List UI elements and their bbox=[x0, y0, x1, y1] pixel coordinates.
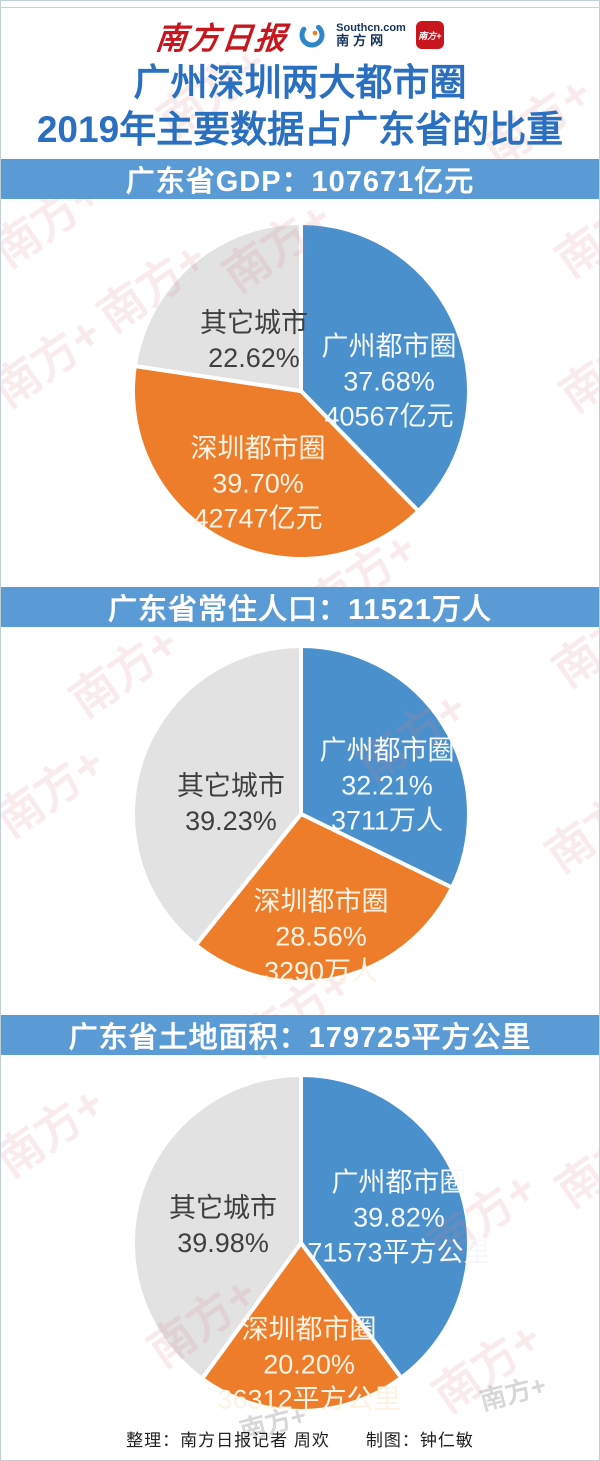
pie-slice-深圳都市圈 bbox=[200, 1241, 404, 1413]
slice-label-line: 广州都市圈 bbox=[319, 735, 455, 766]
slice-label-line: 42747亿元 bbox=[193, 503, 323, 534]
pie-slice-label-深圳都市圈: 深圳都市圈 28.56% 3290万人 bbox=[253, 884, 388, 989]
page-title-line1: 广州深圳两大都市圈 bbox=[133, 62, 467, 103]
southcn-swirl-icon bbox=[299, 22, 325, 48]
southcn-logo-text: Southcn.com bbox=[336, 21, 406, 34]
slice-label-line: 39.98% bbox=[177, 1228, 269, 1259]
section-population: 广东省常住人口：11521万人 广州都市圈 32.21% 3711万人深圳都市圈 28… bbox=[1, 587, 599, 1015]
page-title: 广州深圳两大都市圈 2019年主要数据占广东省的比重 bbox=[1, 59, 599, 159]
pie-slice-label-其它城市: 其它城市 39.98% bbox=[169, 1191, 277, 1261]
slice-label-line: 20.20% bbox=[263, 1349, 355, 1380]
pie-chart-population: 广州都市圈 32.21% 3711万人深圳都市圈 28.56% 3290万人 其它城市 39… bbox=[1, 627, 599, 1015]
pie-slice-label-广州都市圈: 广州都市圈 37.68% 40567亿元 bbox=[322, 329, 457, 434]
pie-slice-label-深圳都市圈: 深圳都市圈 39.70% 42747亿元 bbox=[190, 432, 325, 537]
pie-slice-其它城市 bbox=[132, 221, 303, 393]
slice-label-line: 40567亿元 bbox=[324, 401, 454, 432]
pie-slice-广州都市圈 bbox=[299, 1073, 471, 1380]
slice-label-line: 广州都市圈 bbox=[331, 1167, 467, 1198]
slice-label-line: 36312平方公里 bbox=[217, 1384, 401, 1415]
pie-slice-label-深圳都市圈: 深圳都市圈 20.20% 36312平方公里 bbox=[218, 1312, 401, 1417]
pie-slice-深圳都市圈 bbox=[193, 812, 455, 984]
slice-label-line: 28.56% bbox=[275, 921, 367, 952]
slice-label-line: 深圳都市圈 bbox=[241, 1314, 377, 1345]
banner-land-area: 广东省土地面积：179725平方公里 bbox=[1, 1015, 599, 1055]
pie-slice-label-其它城市: 其它城市 39.23% bbox=[177, 769, 285, 839]
header: 南方日报 Southcn.com 南方网 南方+ bbox=[1, 11, 599, 59]
nanfang-daily-logo: 南方日报 bbox=[154, 20, 290, 56]
pie-slice-其它城市 bbox=[131, 1073, 303, 1381]
top-border-rule bbox=[1, 7, 599, 8]
slice-label-line: 32.21% bbox=[341, 770, 433, 801]
southcn-logo-block: Southcn.com 南方网 bbox=[336, 22, 406, 48]
nanfang-plus-badge-icon: 南方+ bbox=[415, 21, 444, 49]
page-title-line2: 2019年主要数据占广东省的比重 bbox=[36, 109, 564, 150]
slice-label-line: 其它城市 bbox=[169, 1193, 278, 1224]
slice-label-line: 39.82% bbox=[353, 1202, 445, 1233]
slice-label-line: 广州都市圈 bbox=[321, 331, 457, 362]
pie-slice-label-广州都市圈: 广州都市圈 32.21% 3711万人 bbox=[320, 733, 455, 838]
pie-slice-广州都市圈 bbox=[299, 644, 471, 890]
slice-label-line: 39.23% bbox=[185, 805, 277, 836]
slice-label-line: 深圳都市圈 bbox=[190, 433, 326, 464]
banner-population: 广东省常住人口：11521万人 bbox=[1, 587, 599, 627]
slice-label-line: 39.70% bbox=[212, 468, 304, 499]
nanfangwang-logo-text: 南方网 bbox=[336, 32, 388, 48]
pie-slice-其它城市 bbox=[131, 644, 303, 947]
section-gdp: 广东省GDP：107671亿元 广州都市圈 37.68% 40567亿元 深圳都市圈 3… bbox=[1, 159, 599, 587]
slice-label-line: 22.62% bbox=[208, 342, 300, 373]
pie-slice-广州都市圈 bbox=[299, 221, 471, 514]
pie-chart-gdp: 广州都市圈 37.68% 40567亿元 深圳都市圈 39.70% 42747亿元 其它城市… bbox=[1, 199, 599, 587]
slice-label-line: 其它城市 bbox=[199, 307, 308, 338]
pie-slice-label-广州都市圈: 广州都市圈 39.82% 71573平方公里 bbox=[307, 1165, 490, 1270]
slice-label-line: 其它城市 bbox=[176, 770, 285, 801]
credit-line: 整理：南方日报记者 周欢 制图：钟仁敏 bbox=[126, 1431, 474, 1450]
pie-slice-label-其它城市: 其它城市 22.62% bbox=[200, 306, 308, 376]
slice-label-line: 3290万人 bbox=[263, 956, 379, 987]
pie-chart-land-area: 广州都市圈 39.82% 71573平方公里深圳都市圈 20.20% 36312平方公里… bbox=[1, 1055, 599, 1417]
banner-gdp: 广东省GDP：107671亿元 bbox=[1, 159, 599, 199]
pie-slice-深圳都市圈 bbox=[131, 363, 421, 561]
slice-label-line: 37.68% bbox=[343, 366, 435, 397]
slice-label-line: 深圳都市圈 bbox=[253, 886, 389, 917]
slice-label-line: 71573平方公里 bbox=[307, 1237, 491, 1268]
slice-label-line: 3711万人 bbox=[330, 805, 444, 836]
section-land-area: 广东省土地面积：179725平方公里 广州都市圈 39.82% 71573平方公里深… bbox=[1, 1015, 599, 1415]
